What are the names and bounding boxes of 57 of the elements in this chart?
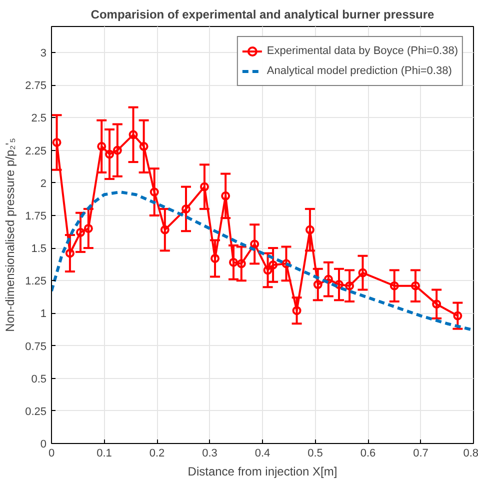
point	[236, 259, 246, 268]
x-tick-label: 0.6	[360, 448, 376, 460]
x-tick-label: 0.5	[308, 448, 323, 460]
y-tick-label: 2	[40, 178, 47, 190]
y-tick-label: 0.5	[31, 373, 47, 386]
point	[358, 268, 368, 278]
point	[345, 281, 354, 290]
point	[105, 150, 114, 159]
x-tick-label: 0.3	[202, 448, 218, 460]
y-tick-label: 1.75	[25, 210, 47, 222]
point	[324, 274, 333, 284]
point	[282, 259, 291, 268]
legend-label: Experimental data by Boyce (Phi=0.38)	[266, 45, 458, 57]
y-tick-label: 2.5	[31, 112, 47, 125]
point	[432, 300, 442, 309]
point	[76, 228, 86, 237]
y-tick-label: 3	[40, 48, 47, 60]
point	[200, 182, 209, 192]
point	[228, 258, 238, 267]
point	[84, 224, 93, 233]
chart-title: Comparision of experimental and analytical burner pressure	[90, 8, 435, 22]
point	[97, 142, 106, 151]
y-tick-label: 1.5	[31, 243, 47, 256]
point	[221, 191, 230, 200]
x-tick-label: 0	[48, 448, 55, 460]
x-tick-label: 0.8	[463, 448, 478, 460]
point	[313, 280, 322, 290]
x-tick-label: 0.4	[254, 448, 270, 460]
y-axis-title: Non-dimensionalised pressure p/p₂'₅	[3, 138, 18, 332]
x-tick-label: 0.2	[149, 448, 165, 460]
point	[150, 188, 159, 196]
point	[390, 281, 399, 290]
x-axis-title: Distance from injection X[m]	[188, 464, 338, 478]
y-tick-label: 0	[40, 438, 47, 450]
point	[182, 204, 191, 214]
legend-label: Analytical model prediction (Phi=0.38)	[266, 65, 452, 77]
point	[263, 266, 272, 275]
point	[334, 280, 344, 290]
point	[305, 225, 314, 234]
point	[210, 254, 220, 263]
line-series	[52, 190, 474, 332]
point	[160, 225, 170, 234]
point	[112, 146, 122, 155]
point	[292, 306, 302, 316]
y-tick-label: 1.25	[25, 276, 47, 288]
y-tick-label: 1	[40, 308, 47, 320]
point	[128, 130, 138, 140]
y-tick-label: 2.75	[25, 80, 47, 92]
point	[268, 260, 278, 270]
y-tick-label: 0.75	[25, 340, 47, 353]
point	[250, 240, 260, 249]
x-tick-label: 0.1	[96, 448, 112, 460]
point	[410, 281, 420, 290]
x-tick-label: 0.7	[413, 448, 428, 460]
point	[139, 142, 148, 151]
y-tick-label: 2.25	[25, 145, 47, 158]
y-tick-label: 0.25	[25, 406, 47, 418]
